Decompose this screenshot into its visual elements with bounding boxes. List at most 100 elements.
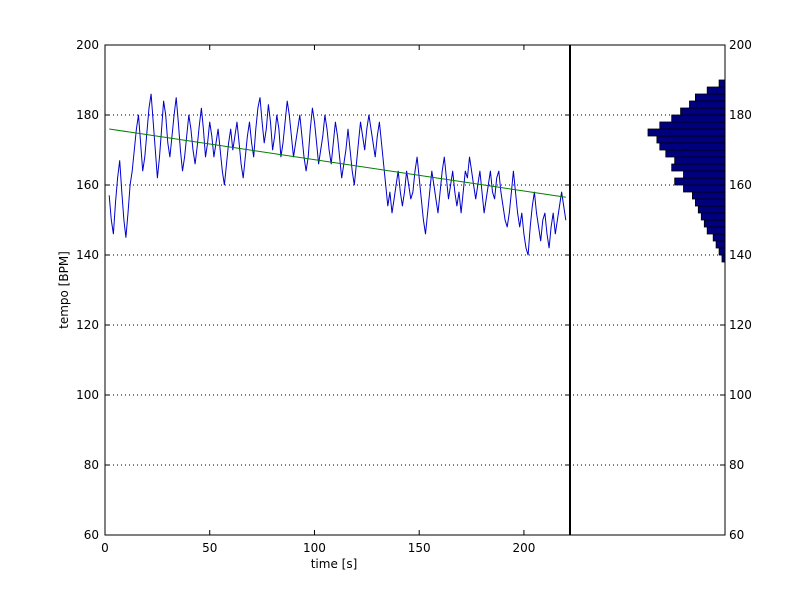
y-tick-label-right: 180 [729,108,752,122]
histogram-bar [671,114,726,123]
tempo-point [544,212,546,214]
tempo-point [492,191,493,193]
tempo-point [527,254,529,256]
tempo-point [546,233,548,235]
tempo-point [557,219,558,221]
tempo-point [148,107,150,109]
tempo-point [389,191,391,193]
tempo-point [441,170,443,172]
tempo-point [198,125,200,126]
tempo-point [211,135,213,137]
tempo-point [439,191,441,193]
tempo-point [265,128,267,130]
tempo-point [529,226,531,228]
trend-line [109,128,566,198]
tempo-point [372,142,374,144]
y-tick-label-left: 80 [84,458,99,472]
tempo-point [205,156,206,158]
tempo-point [203,128,204,130]
tempo-point [408,184,410,186]
histogram-bar [718,247,726,256]
histogram-bar [674,177,726,186]
tempo-point [326,128,328,130]
tempo-point [397,170,399,172]
tempo-point [324,114,326,116]
tempo-point [502,205,504,207]
tempo-point [508,212,510,214]
tempo-point [462,191,464,193]
x-tick-label: 50 [202,541,217,555]
x-tick-label: 150 [408,541,431,555]
tempo-point [431,170,433,172]
tempo-point [341,177,343,179]
tempo-point [322,135,324,137]
histogram-bar [683,184,726,193]
x-tick-label: 0 [101,541,109,555]
tempo-point [234,135,236,137]
tempo-point [286,100,288,102]
tempo-point [238,142,240,144]
tempo-point [142,170,144,172]
tempo-point [506,226,508,228]
tempo-point [171,135,173,137]
tempo-point [531,205,533,207]
tempo-point [299,114,301,116]
tempo-point [236,121,238,123]
tempo-point [253,156,255,158]
tempo-point [423,219,424,221]
tempo-point [180,149,181,151]
tempo-point [429,191,431,193]
tempo-point [490,170,491,172]
tempo-point [209,121,211,123]
tempo-point [353,184,355,186]
tempo-point [473,184,474,186]
tempo-point [349,149,351,151]
tempo-point [157,177,158,179]
tempo-point [483,212,485,214]
tempo-point [467,177,468,179]
tempo-point [376,135,378,137]
histogram-bar [659,142,726,151]
tempo-point [418,177,420,179]
tempo-point [270,121,271,123]
tempo-point [554,233,556,235]
tempo-point [117,177,118,179]
tempo-point [379,121,380,123]
tempo-point [307,156,309,158]
histogram-bar [647,128,726,137]
y-tick-label-right: 200 [729,38,752,52]
tempo-point [454,191,456,193]
tempo-point [366,128,368,130]
tempo-point [552,212,554,214]
tempo-point [456,205,458,207]
tempo-point [464,170,466,172]
tempo-point [125,237,127,238]
main-axes-box [104,44,726,536]
tempo-point [190,128,192,130]
tempo-point [443,156,445,158]
histogram-bar [715,240,726,249]
tempo-point [280,156,282,158]
tempo-point [278,128,280,130]
tempo-point [402,205,403,207]
tempo-point [538,226,539,228]
tempo-point [364,149,366,151]
tempo-point [320,149,322,151]
series-layer [108,93,567,256]
y-tick-label-right: 100 [729,388,752,402]
tempo-point [399,191,401,193]
tempo-point [303,156,305,158]
x-axis-label: time [s] [311,557,358,571]
tempo-point [309,128,311,130]
tempo-point [169,156,171,158]
tempo-point [167,142,169,144]
tempo-point [351,170,353,172]
tempo-point [186,135,188,137]
y-tick-label-right: 120 [729,318,752,332]
tempo-point [140,142,142,144]
tempo-point [219,149,221,151]
tempo-point [215,142,217,144]
tempo-point [536,212,537,214]
tempo-point [213,156,215,158]
